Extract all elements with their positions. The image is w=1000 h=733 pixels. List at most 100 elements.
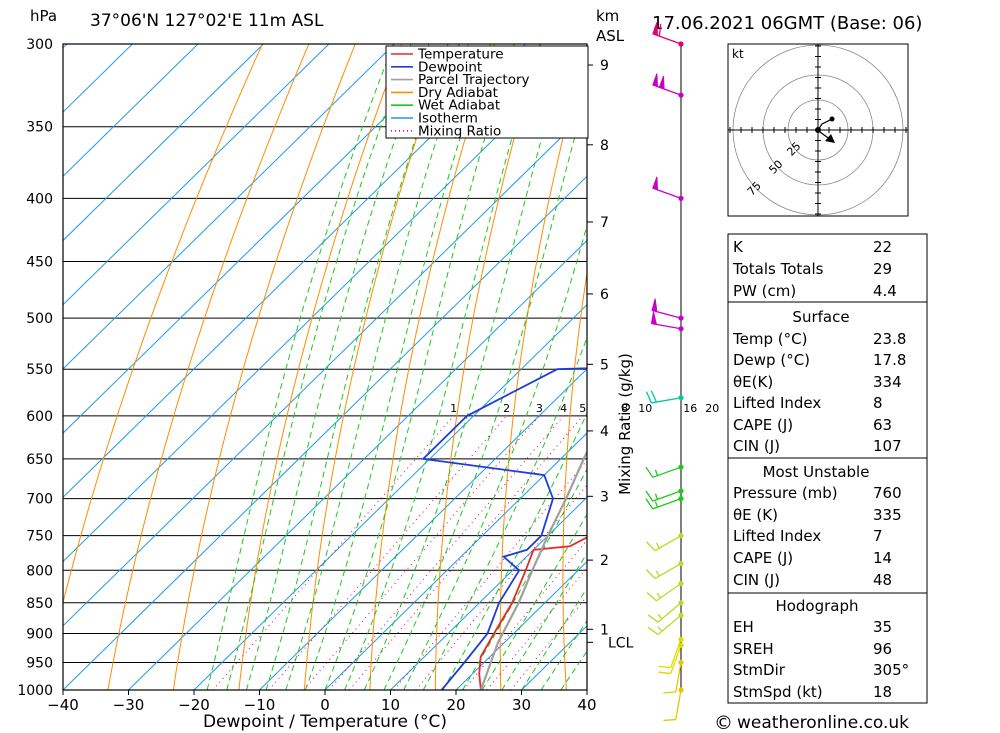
wet-adiabat-line: [363, 44, 570, 690]
pressure-tick-label: 1000: [17, 683, 53, 699]
mixing-ratio-line: [303, 415, 540, 690]
mixing-ratio-line: [328, 415, 564, 690]
axes: 3003504004505005506006507007508008509009…: [17, 37, 596, 714]
surface-title: Surface: [792, 308, 849, 326]
wet-adiabat-line: [304, 44, 491, 690]
legend-label: Dry Adiabat: [418, 85, 498, 101]
wet-adiabat-line: [245, 44, 430, 690]
mu-pressure-value: 760: [873, 484, 902, 502]
location-title: 37°06'N 127°02'E 11m ASL: [90, 11, 324, 31]
wind-barb: [647, 612, 684, 636]
mixing-ratio-label: 20: [705, 402, 719, 415]
isotherm-line: [259, 368, 587, 690]
wind-barb-pennant: [652, 73, 659, 88]
wind-barb-feather: [645, 490, 654, 502]
legend-entry: Mixing Ratio: [391, 123, 501, 139]
stmdir-value: 305°: [873, 661, 909, 679]
wind-barb-feather: [663, 718, 676, 722]
pressure-tick-label: 400: [26, 191, 53, 207]
legend-entry: Isotherm: [391, 111, 478, 127]
parcel-trajectory-line: [479, 449, 587, 690]
pw-label: PW (cm): [733, 282, 796, 300]
dry-adiabat-line: [172, 44, 356, 690]
isotherm-line: [455, 560, 587, 690]
datetime-title: 17.06.2021 06GMT (Base: 06): [652, 13, 922, 34]
wind-barb-feather: [647, 626, 659, 636]
isotherm-line: [63, 44, 133, 113]
wind-barb: [658, 642, 684, 675]
mixing-ratio-label: 3: [536, 402, 543, 415]
dry-adiabat-line: [369, 44, 495, 690]
storm-motion-arrow-icon: [825, 134, 835, 143]
wind-barb: [652, 73, 684, 98]
wet-adiabat-line: [265, 44, 449, 690]
x-tick-label: −20: [178, 696, 210, 714]
wind-barb: [663, 659, 684, 694]
wind-barb-pennant: [652, 176, 659, 191]
pw-value: 4.4: [873, 282, 897, 300]
mixing-ratio-label: 1: [450, 402, 457, 415]
wet-adiabat-line: [206, 44, 394, 690]
totals-totals-label: Totals Totals: [732, 260, 824, 278]
x-tick-label: −40: [47, 696, 79, 714]
height-tick-label: 1: [600, 622, 609, 638]
x-tick-label: 20: [446, 696, 465, 714]
wind-barb-shaft: [675, 689, 682, 720]
wet-adiabat-line: [226, 44, 412, 690]
pressure-tick-label: 900: [26, 626, 53, 642]
wind-barb-feather: [645, 541, 656, 552]
wind-barb-feather: [650, 390, 657, 403]
isotherm-line: [63, 44, 461, 434]
dry-adiabat-line: [434, 44, 542, 690]
height-tick-label: 9: [600, 58, 609, 74]
x-tick-label: 30: [512, 696, 531, 714]
surface-temp-value: 23.8: [873, 330, 906, 348]
k-index-value: 22: [873, 238, 892, 256]
hodo-origin-dot: [815, 127, 821, 133]
dry-adiabat-line: [683, 44, 727, 690]
isotherm-line: [63, 44, 330, 306]
legend-label: Temperature: [417, 47, 504, 63]
wind-barb-shaft: [670, 645, 682, 674]
mu-thetae-label: θE (K): [733, 506, 778, 524]
pressure-tick-label: 950: [26, 655, 53, 671]
dry-adiabat-line: [238, 44, 403, 690]
surface-cape-value: 63: [873, 416, 892, 434]
wind-barb-half-feather: [654, 493, 659, 500]
wind-barb-half-feather: [655, 570, 660, 577]
wind-barb-half-feather: [657, 613, 663, 620]
height-tick-label: 7: [600, 215, 609, 231]
x-axis-label: Dewpoint / Temperature (°C): [203, 712, 447, 732]
isotherm-line: [63, 111, 587, 627]
wet-adiabat-line: [324, 44, 515, 690]
wind-barb-feather: [658, 665, 671, 669]
mixing-ratio-axis-label: Mixing Ratio (g/kg): [616, 353, 634, 495]
wet-adiabat-line: [285, 44, 469, 690]
pressure-tick-label: 700: [26, 492, 53, 508]
wind-barb: [645, 496, 684, 510]
wind-barb-feather: [645, 466, 654, 478]
stmspd-value: 18: [873, 683, 892, 701]
wind-barb: [645, 533, 684, 552]
pressure-tick-label: 350: [26, 120, 53, 136]
wind-barb-feather: [645, 569, 656, 579]
pressure-tick-label: 450: [26, 255, 53, 271]
surface-li-value: 8: [873, 394, 883, 412]
dry-adiabat-line: [953, 44, 1000, 690]
mixing-ratio-line: [463, 539, 587, 690]
wind-barb: [651, 298, 684, 321]
wet-adiabat-line: [403, 223, 587, 690]
mu-cape-label: CAPE (J): [733, 549, 793, 567]
height-tick-label: 2: [600, 553, 609, 569]
surface-temp-label: Temp (°C): [732, 330, 807, 348]
most-unstable-title: Most Unstable: [763, 463, 870, 481]
dry-adiabat-line: [303, 44, 449, 690]
isotherm-line: [390, 496, 587, 690]
mixing-ratio-line: [415, 484, 587, 690]
wind-barb-shaft: [675, 662, 682, 693]
wet-adiabat-line: [422, 336, 587, 690]
profile-lines: [421, 367, 587, 690]
stmspd-label: StmSpd (kt): [733, 683, 823, 701]
